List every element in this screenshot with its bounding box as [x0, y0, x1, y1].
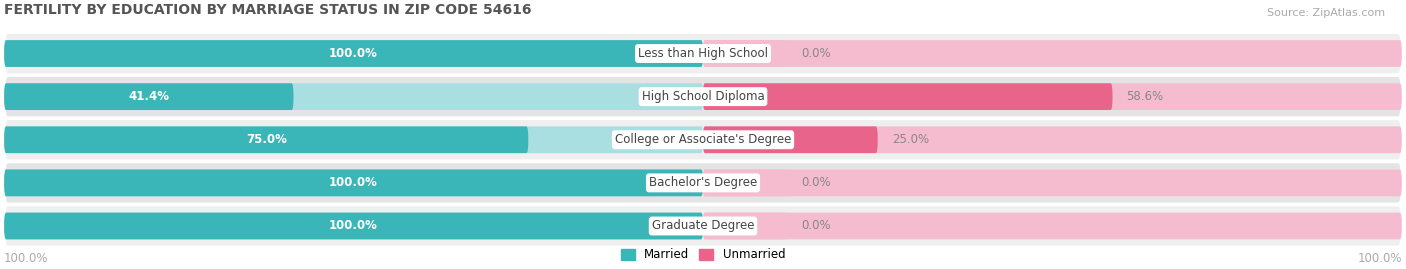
Text: 75.0%: 75.0%: [246, 133, 287, 146]
Text: Source: ZipAtlas.com: Source: ZipAtlas.com: [1267, 8, 1385, 18]
Text: Bachelor's Degree: Bachelor's Degree: [650, 176, 756, 189]
Text: 100.0%: 100.0%: [329, 220, 378, 232]
FancyBboxPatch shape: [4, 40, 703, 67]
Text: 58.6%: 58.6%: [1126, 90, 1164, 103]
FancyBboxPatch shape: [703, 83, 1402, 110]
FancyBboxPatch shape: [4, 169, 703, 196]
Text: 100.0%: 100.0%: [4, 252, 49, 265]
Text: 0.0%: 0.0%: [801, 176, 831, 189]
FancyBboxPatch shape: [4, 126, 529, 153]
FancyBboxPatch shape: [703, 213, 787, 239]
Text: 100.0%: 100.0%: [1357, 252, 1402, 265]
FancyBboxPatch shape: [4, 213, 703, 239]
FancyBboxPatch shape: [703, 40, 1402, 67]
FancyBboxPatch shape: [4, 83, 294, 110]
FancyBboxPatch shape: [4, 205, 1402, 247]
Text: 0.0%: 0.0%: [801, 47, 831, 60]
Text: Graduate Degree: Graduate Degree: [652, 220, 754, 232]
Text: 41.4%: 41.4%: [128, 90, 169, 103]
Text: Less than High School: Less than High School: [638, 47, 768, 60]
Text: 100.0%: 100.0%: [329, 47, 378, 60]
Text: 0.0%: 0.0%: [801, 220, 831, 232]
FancyBboxPatch shape: [4, 83, 703, 110]
FancyBboxPatch shape: [703, 126, 877, 153]
FancyBboxPatch shape: [4, 126, 703, 153]
FancyBboxPatch shape: [703, 83, 1112, 110]
FancyBboxPatch shape: [4, 213, 703, 239]
FancyBboxPatch shape: [4, 169, 703, 196]
Legend: Married, Unmarried: Married, Unmarried: [620, 249, 786, 261]
FancyBboxPatch shape: [4, 33, 1402, 74]
FancyBboxPatch shape: [703, 169, 1402, 196]
Text: 25.0%: 25.0%: [891, 133, 929, 146]
FancyBboxPatch shape: [4, 76, 1402, 117]
FancyBboxPatch shape: [703, 40, 787, 67]
FancyBboxPatch shape: [703, 126, 1402, 153]
FancyBboxPatch shape: [4, 119, 1402, 161]
Text: High School Diploma: High School Diploma: [641, 90, 765, 103]
Text: FERTILITY BY EDUCATION BY MARRIAGE STATUS IN ZIP CODE 54616: FERTILITY BY EDUCATION BY MARRIAGE STATU…: [4, 3, 531, 17]
FancyBboxPatch shape: [4, 162, 1402, 204]
FancyBboxPatch shape: [703, 213, 1402, 239]
Text: 100.0%: 100.0%: [329, 176, 378, 189]
Text: College or Associate's Degree: College or Associate's Degree: [614, 133, 792, 146]
FancyBboxPatch shape: [703, 169, 787, 196]
FancyBboxPatch shape: [4, 40, 703, 67]
